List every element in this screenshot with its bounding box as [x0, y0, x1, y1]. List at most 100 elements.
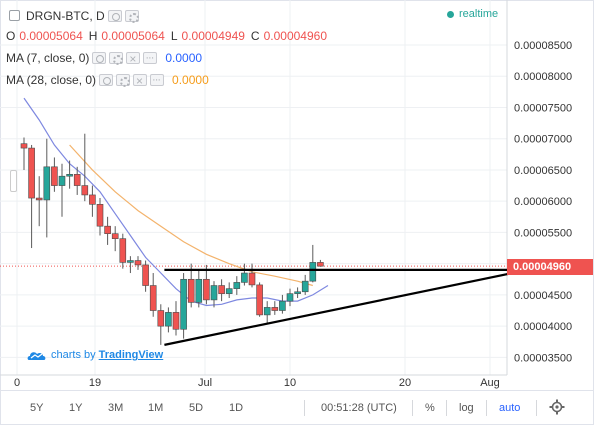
gear-icon[interactable] — [549, 399, 565, 415]
candle-body — [225, 288, 233, 294]
scroll-handle[interactable] — [10, 170, 17, 192]
candle-body — [317, 262, 324, 267]
ma7-line — [23, 97, 329, 307]
symbol-legend: DRGN-BTC, D — [26, 7, 139, 25]
candle-body — [89, 194, 96, 205]
candle-body — [256, 284, 263, 316]
candle-body — [149, 285, 157, 311]
toolbar-divider — [304, 400, 305, 416]
range-5d-button[interactable]: 5D — [189, 402, 204, 414]
ma28-legend: MA (28, close, 0) 0.0000 — [6, 71, 209, 90]
candle-body — [20, 143, 28, 149]
more-icon[interactable] — [150, 71, 165, 89]
candle-body — [119, 238, 127, 263]
x-tick-label: 0 — [14, 377, 20, 389]
ohlc-open-label: O — [6, 29, 16, 43]
candle-body — [111, 233, 119, 239]
legend-collapse-toggle[interactable] — [9, 10, 20, 21]
realtime-dot-icon — [447, 10, 454, 18]
ma7-label: MA (7, close, 0) — [6, 51, 90, 65]
toolbar-divider — [412, 400, 413, 416]
toolbar-divider — [536, 400, 537, 416]
eye-icon[interactable] — [92, 52, 107, 64]
y-tick-label: 0.00006500 — [514, 165, 572, 177]
candle-body — [35, 197, 43, 201]
brand-prefix: charts by — [51, 349, 96, 361]
candle-body — [233, 282, 241, 289]
close-icon[interactable] — [126, 50, 141, 68]
candle-body — [248, 272, 256, 286]
candle-body — [279, 300, 286, 311]
y-tick-label: 0.00004500 — [514, 290, 572, 302]
eye-icon[interactable] — [107, 10, 122, 22]
ohlc-close-value: 0.00004960 — [263, 29, 327, 43]
candle-body — [51, 166, 58, 186]
realtime-label: realtime — [459, 8, 499, 20]
candle-body — [157, 310, 165, 327]
y-tick-label: 0.00007000 — [514, 134, 572, 146]
x-tick-label: 19 — [89, 377, 101, 389]
bottom-toolbar: 5Y 1Y 3M 1M 5D 1D 00:51:28 (UTC) % log a… — [0, 390, 594, 425]
ma28-line — [69, 144, 313, 287]
range-3m-button[interactable]: 3M — [108, 402, 124, 414]
symbol-title: DRGN-BTC, D — [26, 9, 105, 23]
ma7-legend: MA (7, close, 0) 0.0000 — [6, 49, 203, 68]
candle-body — [104, 225, 111, 234]
candle-body — [187, 278, 195, 303]
support-trendline — [164, 268, 528, 346]
candle-body — [203, 278, 210, 301]
candle-body — [43, 166, 51, 201]
range-5y-button[interactable]: 5Y — [30, 402, 44, 414]
price-chart[interactable]: 0.00008500 0.00008000 0.00007500 0.00007000… — [0, 0, 594, 390]
ma28-value: 0.0000 — [172, 73, 209, 87]
y-tick-label: 0.00005500 — [514, 227, 572, 239]
tradingview-brand[interactable]: charts by TradingView — [27, 349, 163, 361]
y-tick-label: 0.00008500 — [514, 40, 572, 52]
candle-body — [180, 278, 187, 330]
ohlc-legend: O 0.00005064 H 0.00005064 L 0.00004949 C… — [6, 27, 327, 45]
more-icon[interactable] — [143, 49, 158, 67]
candle-body — [309, 262, 317, 282]
candle-body — [172, 312, 180, 330]
ohlc-low-label: L — [170, 29, 178, 43]
percent-scale-toggle[interactable]: % — [425, 402, 435, 414]
clock-time[interactable]: 00:51:28 (UTC) — [321, 402, 397, 414]
candle-body — [210, 285, 218, 301]
last-price-tag: 0.00004960 — [507, 259, 593, 275]
candle-body — [58, 175, 66, 186]
range-1d-button[interactable]: 1D — [229, 402, 244, 414]
gear-icon[interactable] — [109, 52, 124, 65]
ma7-value: 0.0000 — [165, 51, 203, 65]
candle-body — [301, 280, 309, 293]
gear-icon[interactable] — [124, 10, 139, 23]
candle-body — [271, 307, 279, 311]
realtime-indicator: realtime — [447, 8, 498, 20]
candle-body — [286, 293, 294, 302]
candle-body — [66, 174, 73, 177]
x-tick-label: 20 — [399, 377, 411, 389]
x-tick-label: 10 — [284, 377, 296, 389]
ohlc-high-value: 0.00005064 — [101, 29, 165, 43]
brand-name: TradingView — [98, 349, 164, 361]
toolbar-divider — [446, 400, 447, 416]
range-1y-button[interactable]: 1Y — [69, 402, 83, 414]
candle-body — [28, 147, 35, 199]
y-tick-label: 0.00006000 — [514, 196, 572, 208]
ma28-label: MA (28, close, 0) — [6, 73, 97, 87]
cloud-logo-icon — [27, 352, 46, 360]
auto-scale-toggle[interactable]: auto — [499, 402, 521, 414]
log-scale-toggle[interactable]: log — [459, 402, 474, 414]
close-icon[interactable] — [133, 72, 148, 90]
gear-icon[interactable] — [116, 74, 131, 87]
candle-body — [96, 204, 104, 227]
candle-body — [263, 307, 271, 316]
y-tick-label: 0.00004000 — [514, 321, 572, 333]
ohlc-low-value: 0.00004949 — [181, 29, 245, 43]
candle-body — [165, 312, 172, 327]
range-1m-button[interactable]: 1M — [148, 402, 164, 414]
eye-icon[interactable] — [99, 74, 114, 86]
candle-body — [127, 260, 134, 263]
candle-body — [81, 185, 89, 196]
toolbar-divider — [486, 400, 487, 416]
candle-body — [73, 174, 81, 186]
